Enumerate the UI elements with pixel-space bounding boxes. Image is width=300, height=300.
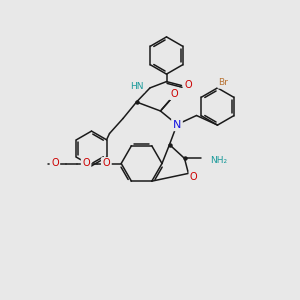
Text: O: O bbox=[190, 172, 198, 182]
Text: O: O bbox=[102, 158, 110, 169]
Text: O: O bbox=[82, 158, 90, 169]
Text: NH₂: NH₂ bbox=[211, 156, 228, 165]
Text: O: O bbox=[184, 80, 192, 91]
Text: O: O bbox=[51, 158, 59, 169]
Text: O: O bbox=[170, 88, 178, 99]
Text: HN: HN bbox=[130, 82, 143, 91]
Text: N: N bbox=[173, 119, 181, 130]
Text: Br: Br bbox=[219, 78, 228, 87]
